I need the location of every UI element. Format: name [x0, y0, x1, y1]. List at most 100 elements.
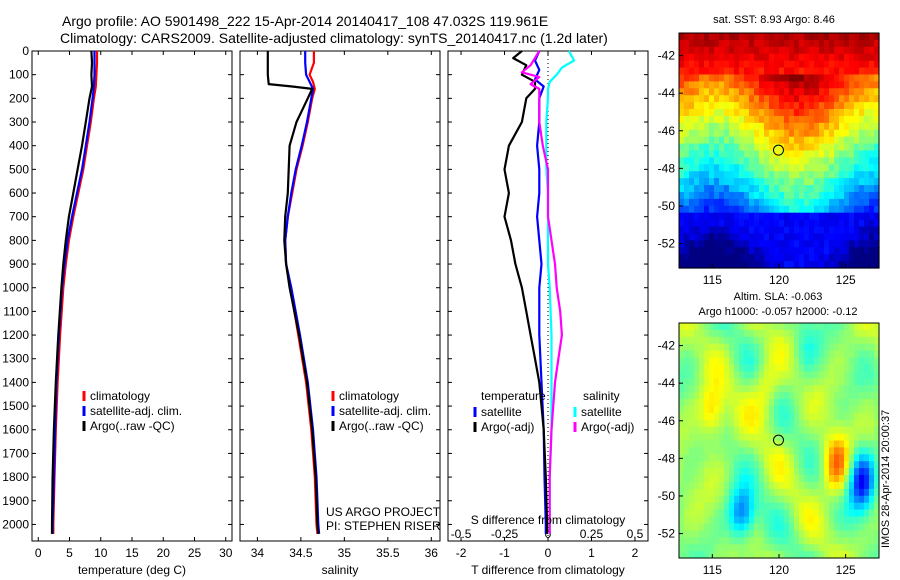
sla_map-cell — [779, 523, 785, 531]
sla_map-cell — [784, 468, 790, 476]
sla_map-cell — [759, 343, 765, 352]
sla_map-cell — [689, 509, 695, 518]
sst_map-cell — [849, 33, 855, 41]
sst_map-cell — [839, 46, 845, 55]
sla_map-cell — [874, 364, 880, 372]
sla_map-cell — [814, 399, 820, 407]
sst_map-cell — [774, 191, 780, 200]
sla_map-cell — [739, 426, 745, 435]
sla_map-cell — [734, 378, 740, 386]
sst_map-cell — [694, 164, 700, 172]
sst_map-cell — [874, 136, 880, 145]
sla_map-cell — [844, 551, 850, 559]
sla_map-cell — [704, 419, 710, 428]
sla_map-cell — [754, 495, 760, 504]
sst_map-cell — [849, 164, 855, 172]
sla_map-cell — [739, 551, 745, 559]
sla_map-cell — [759, 468, 765, 476]
sla_map-cell — [864, 461, 870, 469]
sst_map-cell — [734, 150, 740, 159]
annotation-pi: PI: STEPHEN RISER — [326, 519, 441, 533]
sla_map-cell — [799, 405, 805, 414]
sla_map-cell — [799, 357, 805, 366]
sla_map-cell — [734, 412, 740, 421]
sst_map-cell — [684, 74, 690, 82]
sla_map-cell — [814, 523, 820, 531]
sla_map-cell — [699, 516, 705, 525]
sst_map-cell — [764, 191, 770, 200]
sla_map-cell — [779, 454, 785, 462]
sst_map-cell — [684, 143, 690, 152]
sla_map-cell — [689, 323, 695, 331]
sla_map-cell — [749, 426, 755, 435]
sst_map-cell — [754, 129, 760, 138]
sla_map-cell — [799, 468, 805, 476]
sla_map-cell — [749, 392, 755, 400]
sla_map-cell — [789, 551, 795, 559]
sla_map-cell — [764, 475, 770, 483]
sla_map-cell — [869, 516, 875, 525]
sst_map-cell — [779, 178, 785, 186]
sla_map-cell — [784, 516, 790, 525]
sla_map-cell — [864, 509, 870, 518]
sla_map-cell — [834, 412, 840, 421]
sla_map-cell — [684, 350, 690, 359]
sla_map-cell — [709, 454, 715, 462]
sst_map-cell — [724, 115, 730, 124]
sst_map-cell — [739, 88, 745, 96]
sla_map-cell — [729, 419, 735, 428]
sla_map-cell — [724, 475, 730, 483]
sla_map-cell — [849, 516, 855, 525]
sla_map-cell — [804, 447, 810, 455]
sla_map-cell — [699, 530, 705, 538]
sst_map-cell — [854, 185, 860, 193]
sst_map-cell — [704, 136, 710, 145]
sla_map-cell — [799, 461, 805, 469]
sla_map-cell — [849, 419, 855, 428]
sst_map-cell — [754, 185, 760, 193]
sst_map-cell — [874, 198, 880, 207]
sla_map-cell — [834, 523, 840, 531]
sst_map-cell — [684, 95, 690, 103]
sst_map-cell — [754, 219, 760, 228]
sst_map-cell — [709, 205, 715, 214]
sst_map-cell — [864, 233, 870, 241]
legend-label: climatology — [90, 389, 150, 403]
sla_map-cell — [704, 530, 710, 538]
sla_map-cell — [844, 405, 850, 414]
sla_map-cell — [699, 419, 705, 428]
sst_map-cell — [734, 129, 740, 138]
sla_map-cell — [854, 364, 860, 372]
sla_map-cell — [684, 371, 690, 379]
sla_map-cell — [759, 488, 765, 497]
sst_map-cell — [694, 136, 700, 145]
sla_map-cell — [834, 502, 840, 511]
sst_map-cell — [754, 143, 760, 152]
sla_map-cell — [794, 468, 800, 476]
sla_map-cell — [839, 399, 845, 407]
sst_map-cell — [814, 129, 820, 138]
sst_map-cell — [854, 157, 860, 165]
sla_map-cell — [679, 343, 685, 352]
sst_map-cell — [699, 205, 705, 214]
sla_map-cell — [789, 502, 795, 511]
sst_map-xtick-label: 120 — [769, 273, 789, 287]
sla_map-cell — [699, 426, 705, 435]
sst_map-cell — [774, 53, 780, 62]
sst_map-cell — [819, 46, 825, 55]
sst_map-cell — [754, 122, 760, 131]
sst_map-cell — [759, 254, 765, 262]
sst_map-cell — [699, 95, 705, 103]
sst_map-cell — [704, 212, 710, 221]
sla_map-cell — [794, 461, 800, 469]
sla_map-cell — [859, 544, 865, 552]
sst_map-cell — [689, 240, 695, 248]
sst_map-cell — [684, 150, 690, 159]
sst_map-cell — [869, 46, 875, 55]
sla_map-cell — [794, 378, 800, 386]
sst_map-cell — [869, 60, 875, 69]
sst_map-cell — [809, 261, 815, 269]
sst_map-cell — [679, 67, 685, 76]
sla_map-cell — [744, 385, 750, 393]
sst_map-cell — [849, 46, 855, 55]
